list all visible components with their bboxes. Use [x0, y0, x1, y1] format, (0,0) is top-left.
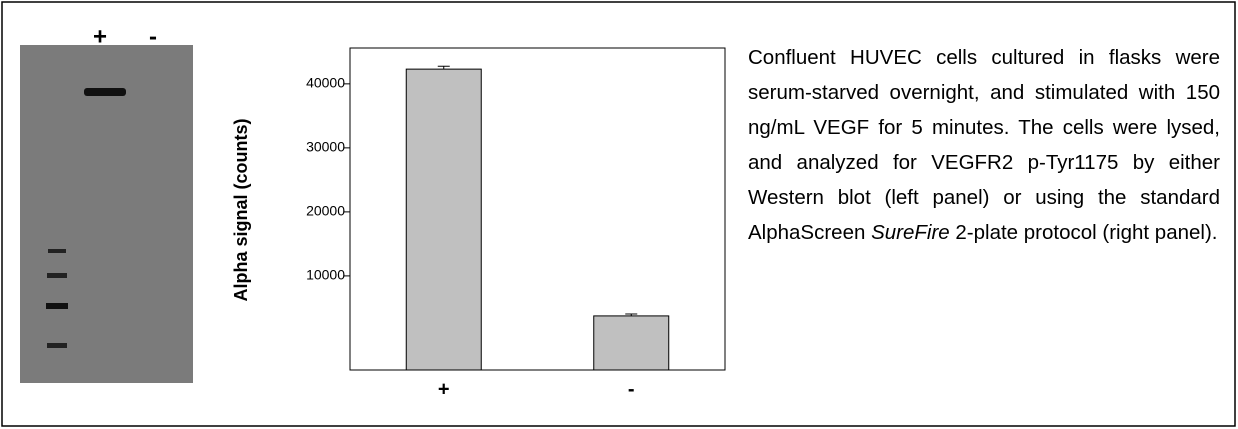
y-tick-label: 40000 [306, 75, 345, 91]
ladder-band [47, 343, 67, 348]
caption-text: Confluent HUVEC cells cultured in flasks… [748, 46, 1220, 244]
bar [405, 68, 482, 371]
x-tick-label: - [628, 378, 635, 400]
y-tick-label: 30000 [306, 139, 345, 155]
y-tick-label: 20000 [306, 203, 345, 219]
ladder-band [47, 273, 67, 278]
y-axis-label: Alpha signal (counts) [231, 118, 251, 301]
lane-label: + [93, 23, 107, 50]
bar [593, 315, 670, 371]
y-tick-label: 10000 [306, 267, 345, 283]
ladder-band [46, 303, 68, 309]
caption-text: 2-plate protocol (right panel). [949, 221, 1218, 244]
blot-band [84, 88, 126, 96]
lane-label: - [149, 23, 157, 50]
caption: Confluent HUVEC cells cultured in flasks… [748, 40, 1220, 250]
blot-image [20, 45, 193, 383]
plot-frame [349, 47, 726, 371]
caption-italic: SureFire [871, 221, 950, 244]
ladder-band [48, 249, 66, 253]
x-tick-label: + [438, 378, 450, 400]
